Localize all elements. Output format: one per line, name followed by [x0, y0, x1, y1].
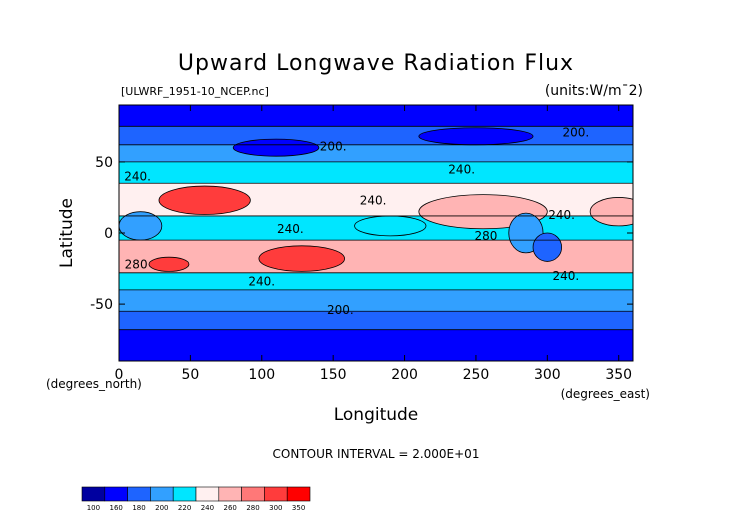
contour-label-0: 200.: [320, 140, 347, 154]
colorbar-label-5: 240: [201, 504, 214, 512]
band-3: [119, 161, 633, 184]
colorbar-swatch-3: [150, 486, 174, 502]
colorbar-label-4: 220: [178, 504, 191, 512]
field-feature-4: [589, 197, 633, 227]
colorbar-label-7: 280: [246, 504, 259, 512]
colorbar-swatch-7: [241, 486, 265, 502]
y-tick-label-0: -50: [90, 297, 113, 313]
colorbar-label-2: 180: [132, 504, 145, 512]
contour-label-1: 200.: [563, 125, 590, 139]
contour-label-8: 280: [125, 258, 148, 272]
contour-label-4: 240.: [360, 194, 387, 208]
colorbar-swatch-1: [104, 486, 128, 502]
y-tick-label-1: 0: [104, 226, 113, 242]
field-feature-10: [354, 215, 427, 237]
band-8: [119, 289, 633, 312]
colorbar: 100 160 180 200 220 240 260 280 300 350: [81, 486, 311, 512]
colorbar-label-3: 200: [155, 504, 168, 512]
x-tick-label-4: 200: [391, 367, 418, 383]
contour-label-10: 240.: [553, 269, 580, 283]
contour-lines: [119, 125, 633, 361]
colorbar-swatch-8: [264, 486, 288, 502]
field-feature-7: [532, 232, 563, 262]
x-tick-label-3: 150: [320, 367, 347, 383]
x-tick-label-2: 100: [248, 367, 275, 383]
band-7: [119, 272, 633, 290]
field-feature-8: [232, 138, 320, 157]
colorbar-swatch-5: [195, 486, 220, 502]
x-tick-label-0: 0: [115, 367, 124, 383]
x-tick-label-6: 300: [534, 367, 561, 383]
field-feature-1: [258, 245, 345, 272]
colorbar-swatch-2: [127, 486, 151, 502]
contour-interval-note: CONTOUR INTERVAL = 2.000E+01: [273, 447, 480, 461]
contour-label-9: 240.: [248, 275, 275, 289]
band-0: [119, 105, 633, 127]
colorbar-label-8: 300: [269, 504, 282, 512]
colorbar-label-0: 100: [87, 504, 100, 512]
contour-label-5: 240.: [548, 208, 575, 222]
contour-label-6: 240.: [277, 222, 304, 236]
band-9: [119, 311, 633, 330]
colorbar-swatch-0: [81, 486, 106, 502]
heatmap-fill: [119, 105, 633, 361]
contour-label-3: 240.: [448, 162, 475, 176]
colorbar-label-6: 260: [224, 504, 237, 512]
field-feature-2: [148, 256, 190, 272]
x-tick-label-1: 50: [181, 367, 199, 383]
contour-label-2: 240.: [124, 169, 151, 183]
x-axis: 0 50 100 150 200 250 300 350: [115, 105, 632, 383]
y-axis-label: Latitude: [57, 198, 77, 268]
contour-labels: 200. 200. 240. 240. 240. 240. 240. 280 280 240. 24…: [124, 125, 589, 317]
field-feature-9: [418, 127, 534, 146]
chart-subtitle: [ULWRF_1951-10_NCEP.nc]: [121, 85, 269, 98]
y-unit-note: (degrees_north): [46, 377, 142, 391]
x-unit-note: (degrees_east): [561, 387, 650, 401]
x-axis-label: Longitude: [334, 405, 419, 425]
chart-title: Upward Longwave Radiation Flux: [178, 51, 574, 76]
colorbar-swatch-4: [172, 486, 197, 502]
x-tick-label-7: 350: [605, 367, 632, 383]
colorbar-swatch-6: [218, 486, 242, 502]
band-2: [119, 144, 633, 162]
band-1: [119, 126, 633, 145]
colorbar-swatch-9: [286, 486, 311, 502]
field-feature-0: [158, 185, 251, 215]
y-axis: -50 0 50: [90, 155, 633, 313]
chart-units: (units:W/m¯2): [545, 83, 643, 99]
contour-label-7: 280: [474, 229, 497, 243]
contour-label-11: 200.: [327, 303, 354, 317]
y-tick-label-2: 50: [95, 155, 113, 171]
colorbar-label-1: 160: [110, 504, 123, 512]
colorbar-label-9: 350: [292, 504, 305, 512]
x-tick-label-5: 250: [463, 367, 490, 383]
band-10: [119, 329, 633, 361]
